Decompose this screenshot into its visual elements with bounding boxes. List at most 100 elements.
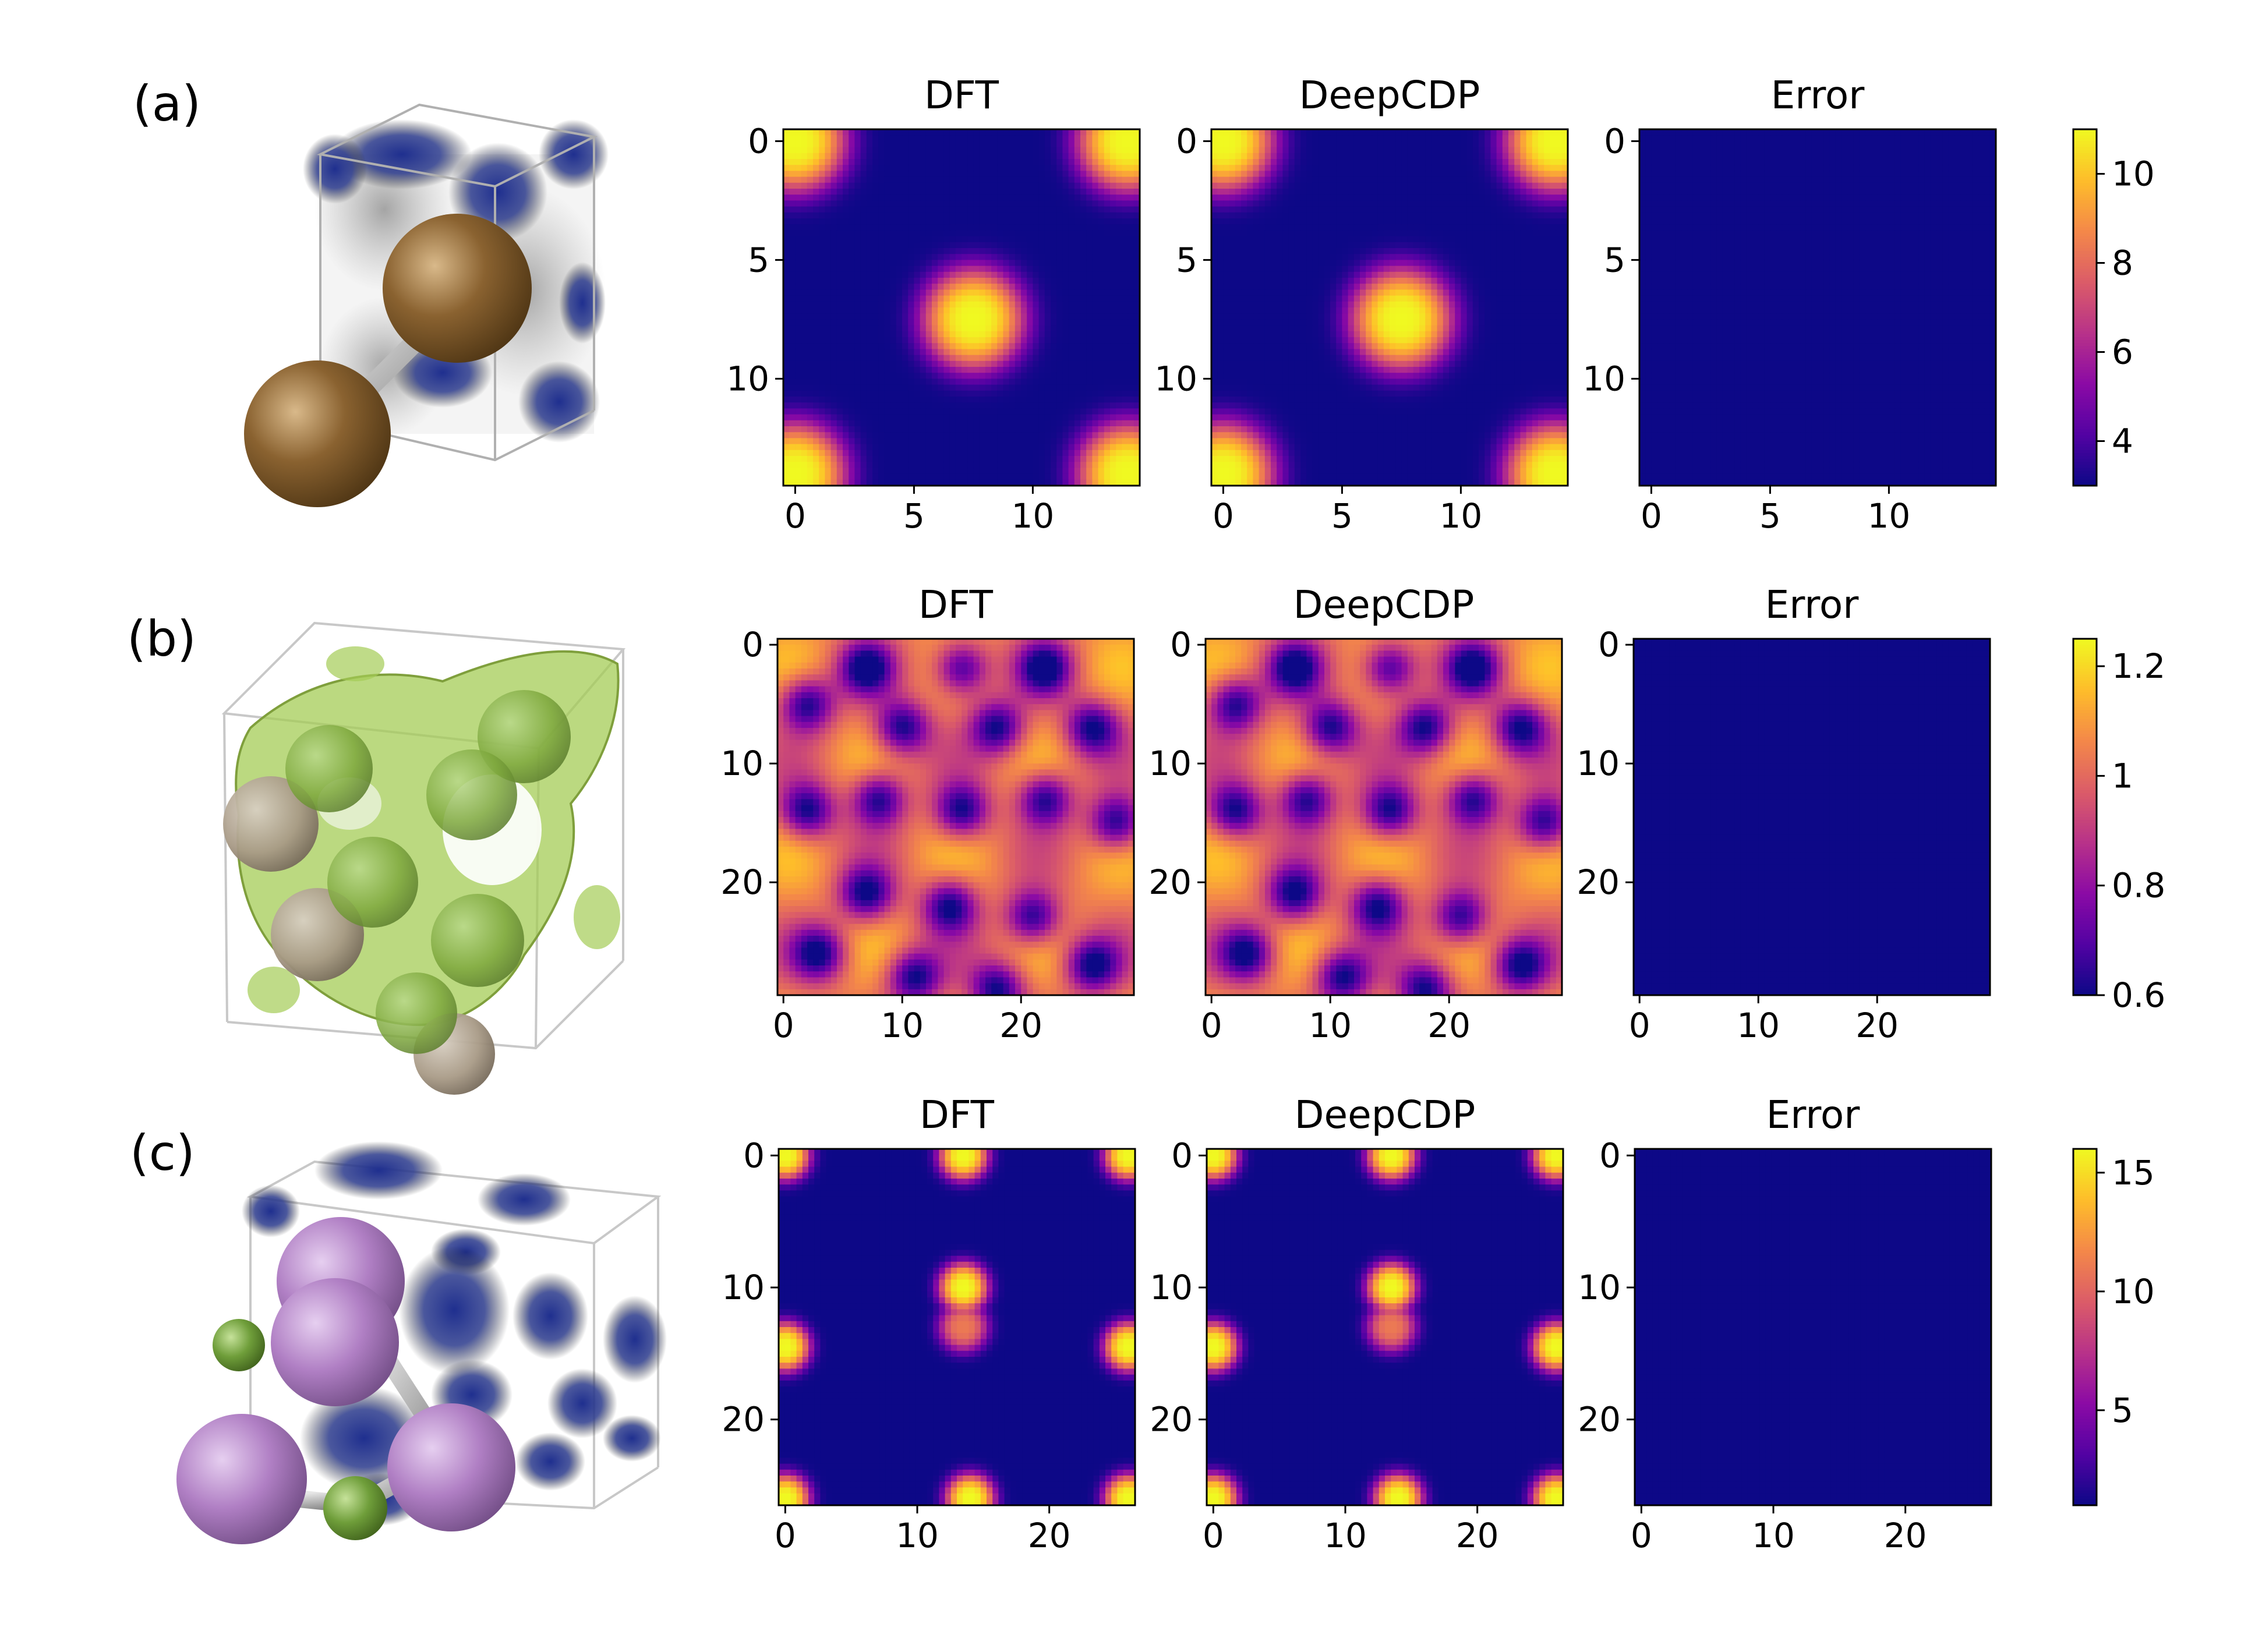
heatmap-cell xyxy=(1056,337,1063,344)
heatmap-cell xyxy=(1051,343,1057,349)
heatmap-cell xyxy=(985,462,992,468)
heatmap-cell xyxy=(1354,224,1360,231)
heatmap-cell xyxy=(1098,307,1105,314)
heatmap-cell xyxy=(1110,194,1116,201)
heatmap-cell xyxy=(861,385,867,391)
heatmap-cell xyxy=(878,171,885,177)
heatmap-cell xyxy=(985,242,992,249)
heatmap-cell xyxy=(1413,129,1420,136)
heatmap-cell xyxy=(1015,349,1022,355)
heatmap-cell xyxy=(872,236,879,243)
heatmap-cell xyxy=(884,397,890,403)
heatmap-cell xyxy=(1086,378,1093,385)
heatmap-cell xyxy=(1408,171,1414,177)
heatmap-cell xyxy=(884,468,890,474)
heatmap-cell xyxy=(1069,468,1075,474)
heatmap-cell xyxy=(1056,272,1063,278)
heatmap-cell xyxy=(1503,189,1509,195)
heatmap-cell xyxy=(825,373,831,379)
heatmap-cell xyxy=(1336,213,1342,219)
heatmap-cell xyxy=(884,284,890,290)
row-label-a: (a) xyxy=(133,75,201,132)
heatmap-cell xyxy=(1360,141,1366,147)
heatmap-cell xyxy=(967,129,974,136)
heatmap-cell xyxy=(1110,420,1116,427)
heatmap-cell xyxy=(1080,141,1087,147)
heatmap-cell xyxy=(795,260,801,266)
heatmap-cell xyxy=(997,242,1003,249)
heatmap-cell xyxy=(861,326,867,332)
heatmap-cell xyxy=(1265,159,1271,165)
heatmap-cell xyxy=(1277,224,1283,231)
heatmap-cell xyxy=(861,266,867,273)
heatmap-cell xyxy=(967,200,974,207)
heatmap-cell xyxy=(1075,230,1081,236)
heatmap-cell xyxy=(843,218,849,225)
heatmap-cell xyxy=(908,319,914,326)
heatmap-cell xyxy=(1051,426,1057,433)
heatmap-cell xyxy=(1473,230,1479,236)
heatmap-cell xyxy=(967,266,974,273)
heatmap-cell xyxy=(985,296,992,302)
heatmap-cell xyxy=(861,129,867,136)
heatmap-cell xyxy=(1098,260,1105,266)
heatmap-cell xyxy=(1443,135,1450,142)
heatmap-cell xyxy=(1395,260,1402,266)
heatmap-cell xyxy=(872,450,879,457)
heatmap-cell xyxy=(1425,194,1432,201)
heatmap-cell xyxy=(1015,408,1022,415)
heatmap-cell xyxy=(825,129,831,136)
heatmap-cell xyxy=(1223,224,1229,231)
heatmap-cell xyxy=(1039,236,1045,243)
heatmap-cell xyxy=(1009,194,1016,201)
heatmap-cell xyxy=(943,171,950,177)
heatmap-cell xyxy=(1485,224,1491,231)
heatmap-cell xyxy=(896,171,903,177)
heatmap-cell xyxy=(914,278,920,284)
heatmap-cell xyxy=(890,159,897,165)
heatmap-cell xyxy=(825,260,831,266)
heatmap-cell xyxy=(825,248,831,254)
heatmap-cell xyxy=(849,326,855,332)
heatmap-cell xyxy=(1485,153,1491,160)
heatmap-cell xyxy=(843,296,849,302)
heatmap-cell xyxy=(967,242,974,249)
heatmap-cell xyxy=(914,378,920,385)
heatmap-cell xyxy=(967,224,974,231)
heatmap-cell xyxy=(1425,254,1432,260)
heatmap-cell xyxy=(801,420,808,427)
heatmap-cell xyxy=(926,289,932,296)
heatmap-cell xyxy=(783,385,790,391)
heatmap-cell xyxy=(1098,218,1105,225)
heatmap-cell xyxy=(1497,242,1503,249)
heatmap-cell xyxy=(1080,402,1087,409)
heatmap-cell xyxy=(884,391,890,397)
heatmap-cell xyxy=(1247,194,1253,201)
heatmap-cell xyxy=(1413,147,1420,154)
heatmap-cell xyxy=(1378,200,1384,207)
heatmap-cell xyxy=(789,367,796,373)
heatmap-cell xyxy=(1128,284,1134,290)
heatmap-cell xyxy=(1104,349,1111,355)
heatmap-cell xyxy=(867,266,873,273)
heatmap-cell xyxy=(1312,189,1319,195)
heatmap-cell xyxy=(837,248,843,254)
heatmap-cell xyxy=(950,343,956,349)
heatmap-cell xyxy=(1532,183,1539,189)
heatmap-cell xyxy=(1455,177,1461,183)
heatmap-cell xyxy=(1039,200,1045,207)
heatmap-cell xyxy=(1259,207,1266,213)
heatmap-cell xyxy=(819,456,825,462)
heatmap-cell xyxy=(920,408,927,415)
heatmap-cell xyxy=(967,438,974,444)
heatmap-cell xyxy=(1045,343,1051,349)
heatmap-cell xyxy=(967,213,974,219)
heatmap-cell xyxy=(1051,420,1057,427)
heatmap-cell xyxy=(997,438,1003,444)
heatmap-cell xyxy=(950,200,956,207)
heatmap-cell xyxy=(1490,183,1497,189)
heatmap-cell xyxy=(890,213,897,219)
heatmap-cell xyxy=(967,385,974,391)
heatmap-cell xyxy=(1503,242,1509,249)
heatmap-cell xyxy=(1485,147,1491,154)
